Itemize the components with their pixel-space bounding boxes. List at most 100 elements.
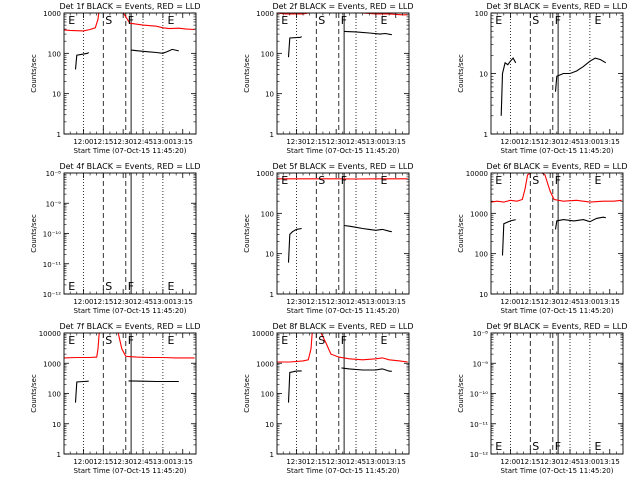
y-tick-label: 10⁻¹²: [470, 451, 488, 459]
panel-det-8f: Det 8f BLACK = Events, RED = LLD 1 10 100 10…: [243, 322, 414, 475]
x-tick-label: 12:45: [133, 138, 153, 146]
flag-f-label: F: [128, 14, 134, 27]
flag-s-label: S: [532, 174, 539, 187]
panel-det-3f: Det 3f BLACK = Events, RED = LLD 1 10 100 12…: [457, 2, 628, 155]
x-tick-label: 13:15: [600, 298, 620, 306]
events-series-line: [500, 57, 607, 116]
y-tick-label: 10: [265, 421, 274, 429]
panel-title: Det 9f BLACK = Events, RED = LLD: [486, 322, 627, 331]
panel-title: Det 1f BLACK = Events, RED = LLD: [59, 2, 200, 11]
flag-f-label: F: [555, 440, 561, 453]
y-tick-label: 1: [270, 291, 274, 299]
panel-det-9f: Det 9f BLACK = Events, RED = LLD 10⁻¹² 10⁻…: [457, 322, 628, 475]
x-tick-label: 13:00: [580, 298, 600, 306]
series-group: [491, 173, 622, 256]
x-tick-label: 12:45: [133, 458, 153, 466]
series-group: [277, 13, 408, 58]
x-tick-label: 13:00: [366, 458, 386, 466]
flag-s-label: S: [105, 280, 112, 293]
x-axis-label: Start Time (07-Oct-15 11:45:20): [501, 467, 614, 475]
events-series-line: [287, 224, 392, 263]
panel-det-5f: Det 5f BLACK = Events, RED = LLD 1 10 100 10…: [243, 162, 414, 315]
x-tick-label: 12:15: [306, 298, 326, 306]
x-tick-label: 12:30: [286, 458, 306, 466]
y-axis-label: Counts/sec: [457, 374, 465, 413]
flag-e-label: E: [381, 174, 388, 187]
x-tick-label: 12:15: [520, 458, 540, 466]
series-group: [64, 13, 195, 70]
x-tick-label: 13:15: [173, 138, 193, 146]
x-tick-label: 12:30: [286, 138, 306, 146]
y-tick-label: 1000: [43, 360, 61, 368]
y-axis-label: Counts/sec: [30, 54, 38, 93]
x-tick-label: 12:45: [560, 298, 580, 306]
events-series-line: [287, 367, 392, 403]
events-series-line: [74, 48, 179, 70]
flag-f-label: F: [555, 14, 561, 27]
x-tick-label: 12:15: [306, 458, 326, 466]
series-group: [64, 333, 195, 403]
x-tick-label: 13:00: [580, 138, 600, 146]
x-tick-label: 13:00: [366, 298, 386, 306]
y-tick-label: 100: [475, 10, 488, 18]
x-tick-label: 12:30: [326, 458, 346, 466]
flag-e-label: E: [495, 440, 502, 453]
y-tick-label: 10: [479, 291, 488, 299]
x-tick-label: 13:15: [386, 138, 406, 146]
panel-title: Det 8f BLACK = Events, RED = LLD: [272, 322, 413, 331]
flag-e-label: E: [281, 174, 288, 187]
x-tick-label: 12:45: [560, 138, 580, 146]
x-tick-label: 12:30: [113, 298, 133, 306]
y-tick-label: 100: [475, 251, 488, 259]
y-tick-label: 10⁻¹⁰: [470, 391, 488, 399]
flag-f-label: F: [341, 334, 347, 347]
y-tick-label: 10⁻¹⁰: [43, 231, 61, 239]
flag-e-label: E: [281, 334, 288, 347]
y-tick-label: 10: [52, 421, 61, 429]
y-tick-label: 1: [270, 131, 274, 139]
x-axis-label: Start Time (07-Oct-15 11:45:20): [74, 467, 187, 475]
flag-f-label: F: [128, 334, 134, 347]
flag-e-label: E: [595, 174, 602, 187]
panel-det-2f: Det 2f BLACK = Events, RED = LLD 1 10 100 10…: [243, 2, 414, 155]
y-tick-label: 100: [261, 50, 274, 58]
y-axis-label: Counts/sec: [243, 374, 251, 413]
x-axis-label: Start Time (07-Oct-15 11:45:20): [74, 147, 187, 155]
flag-e-label: E: [68, 334, 75, 347]
flag-e-label: E: [595, 440, 602, 453]
x-axis-label: Start Time (07-Oct-15 11:45:20): [287, 307, 400, 315]
lld-series-line: [64, 13, 195, 32]
events-series-line: [74, 380, 179, 403]
flag-e-label: E: [495, 174, 502, 187]
x-tick-label: 12:00: [73, 298, 93, 306]
y-tick-label: 1: [484, 131, 488, 139]
y-tick-label: 1000: [256, 10, 274, 18]
y-tick-label: 10000: [39, 330, 61, 338]
x-tick-label: 13:15: [600, 138, 620, 146]
panel-title: Det 2f BLACK = Events, RED = LLD: [272, 2, 413, 11]
y-tick-label: 10: [479, 71, 488, 79]
y-tick-label: 10⁻¹¹: [43, 261, 61, 269]
x-axis-label: Start Time (07-Oct-15 11:45:20): [501, 307, 614, 315]
x-tick-label: 12:45: [346, 138, 366, 146]
flag-e-label: E: [168, 14, 175, 27]
y-tick-label: 10000: [252, 330, 274, 338]
y-tick-label: 10⁻¹²: [43, 291, 61, 299]
panel-title: Det 4f BLACK = Events, RED = LLD: [59, 162, 200, 171]
x-tick-label: 12:30: [540, 138, 560, 146]
flag-e-label: E: [595, 14, 602, 27]
y-tick-label: 10⁻⁹: [46, 200, 62, 208]
flag-s-label: S: [532, 14, 539, 27]
series-group: [277, 333, 408, 403]
flag-s-label: S: [105, 14, 112, 27]
x-tick-label: 13:15: [173, 298, 193, 306]
x-tick-label: 12:15: [306, 138, 326, 146]
flag-e-label: E: [495, 14, 502, 27]
flag-e-label: E: [381, 334, 388, 347]
y-axis-label: Counts/sec: [30, 214, 38, 253]
flag-s-label: S: [105, 334, 112, 347]
flag-s-label: S: [318, 174, 325, 187]
y-axis-label: Counts/sec: [243, 54, 251, 93]
x-tick-label: 13:00: [366, 138, 386, 146]
